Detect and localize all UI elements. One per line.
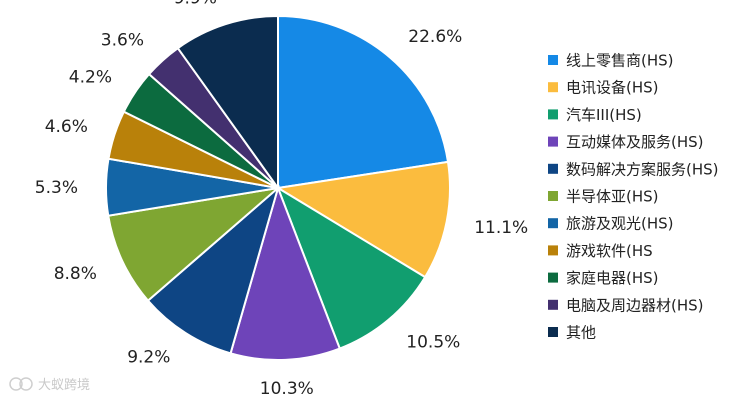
slice-value-label-8: 4.6%: [45, 117, 88, 137]
slice-value-label-6: 8.8%: [54, 264, 97, 284]
legend-swatch-3: [548, 109, 558, 120]
legend-label-7: 旅游及观光(HS): [566, 215, 674, 233]
pie-slice-3: [276, 185, 427, 350]
legend-swatch-1: [548, 55, 558, 65]
slice-value-label-9: 4.2%: [69, 68, 112, 88]
slice-value-label-10: 3.6%: [101, 31, 144, 51]
pie-slice-1: [277, 14, 450, 190]
legend-label-4: 互动媒体及服务(HS): [566, 133, 704, 151]
legend-label-10: 电脑及周边器材(HS): [566, 296, 704, 314]
legend-label-9: 家庭电器(HS): [566, 269, 659, 287]
legend: 线上零售商(HS) 电讯设备(HS) 汽车III(HS) 互动媒体及服务(HS) 数码解…: [548, 52, 719, 342]
legend-label-1: 线上零售商(HS): [566, 52, 674, 70]
slice-value-label-2: 11.1%: [474, 218, 528, 238]
slice-value-label-3: 10.5%: [406, 332, 460, 352]
slice-value-label-7: 5.3%: [35, 178, 78, 198]
legend-label-3: 汽车III(HS): [566, 106, 642, 124]
slice-value-label-1: 22.6%: [408, 27, 462, 47]
slice-value-label-11: 9.9%: [174, 0, 217, 9]
legend-label-5: 数码解决方案服务(HS): [566, 160, 719, 178]
slice-value-label-5: 9.2%: [127, 348, 170, 368]
legend-swatch-2: [548, 82, 558, 93]
legend-swatch-5: [548, 163, 558, 174]
legend-label-8: 游戏软件(HS: [566, 242, 653, 260]
legend-swatch-7: [548, 218, 558, 229]
pie-slices: [105, 14, 451, 361]
slice-value-label-4: 10.3%: [260, 379, 314, 399]
legend-swatch-11: [548, 327, 558, 337]
pie-slice-2: [275, 160, 451, 279]
legend-label-2: 电讯设备(HS): [566, 79, 659, 97]
pie-slice-6: [107, 186, 282, 303]
legend-label-6: 半导体亚(HS): [566, 188, 659, 206]
legend-swatch-10: [548, 299, 558, 310]
watermark-text: 大蚁跨境: [38, 378, 90, 393]
legend-swatch-9: [548, 272, 558, 283]
pie-slice-11: [176, 14, 279, 192]
legend-label-11: 其他: [566, 324, 596, 342]
legend-swatch-6: [548, 191, 558, 201]
pie-slice-5: [146, 185, 280, 355]
legend-swatch-4: [548, 136, 558, 147]
legend-swatch-8: [548, 245, 558, 256]
pie-slice-4: [229, 184, 342, 361]
watermark-logo-icon: [9, 377, 33, 391]
